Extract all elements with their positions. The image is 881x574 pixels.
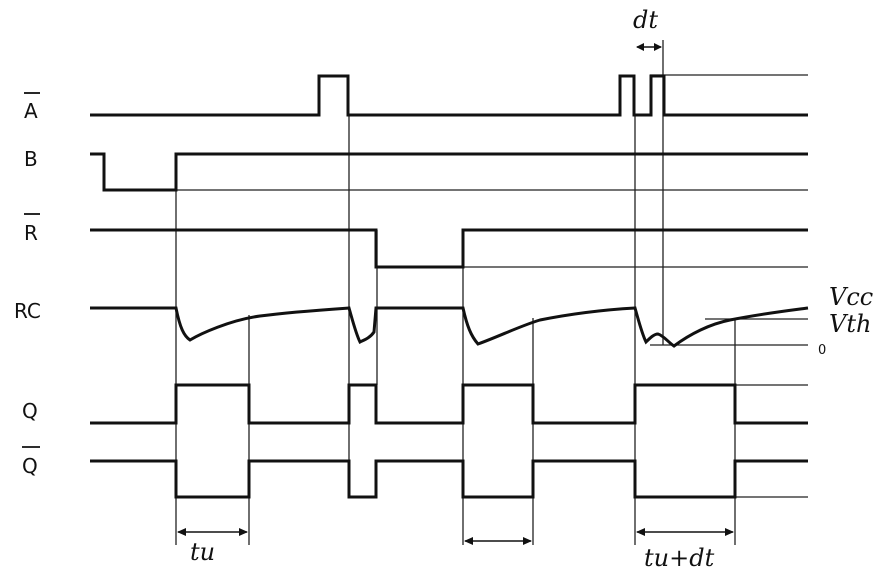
reference-lines: [175, 74, 808, 498]
dimension-arrows: [177, 43, 734, 545]
waveform-q-bar: [90, 459, 808, 499]
tu-label: tu: [190, 538, 215, 566]
tu-dt-label: tu+dt: [644, 544, 715, 572]
dt-arrow-right: [654, 43, 662, 51]
signal-label-a-bar: A: [24, 99, 38, 123]
waveforms: [90, 74, 809, 499]
annotations: dt Vcc Vth 0 tu tu+dt: [190, 6, 873, 572]
signal-label-q-bar: Q: [22, 454, 38, 478]
zero-label: 0: [818, 343, 826, 358]
vcc-label: Vcc: [829, 283, 873, 311]
tu-dt-arrow-right: [725, 528, 734, 536]
waveform-b: [90, 152, 808, 192]
signal-labels: A B R RC Q Q: [14, 92, 41, 478]
waveform-a-bar: [90, 74, 808, 117]
waveform-r-bar: [90, 228, 808, 269]
vth-label: Vth: [829, 310, 871, 338]
signal-label-r-bar: R: [24, 221, 38, 245]
waveform-rc: [90, 306, 809, 348]
dt-arrow-left: [636, 43, 644, 51]
tu-arrow-left: [177, 528, 186, 536]
waveform-q: [90, 383, 808, 425]
signal-label-rc: RC: [14, 299, 41, 323]
tu2-arrow-right: [523, 537, 532, 545]
tu2-arrow-left: [464, 537, 473, 545]
tu-arrow-right: [239, 528, 248, 536]
signal-label-b: B: [24, 147, 38, 171]
tu-dt-arrow-left: [636, 528, 645, 536]
dt-label: dt: [633, 6, 658, 34]
signal-label-q: Q: [22, 399, 38, 423]
